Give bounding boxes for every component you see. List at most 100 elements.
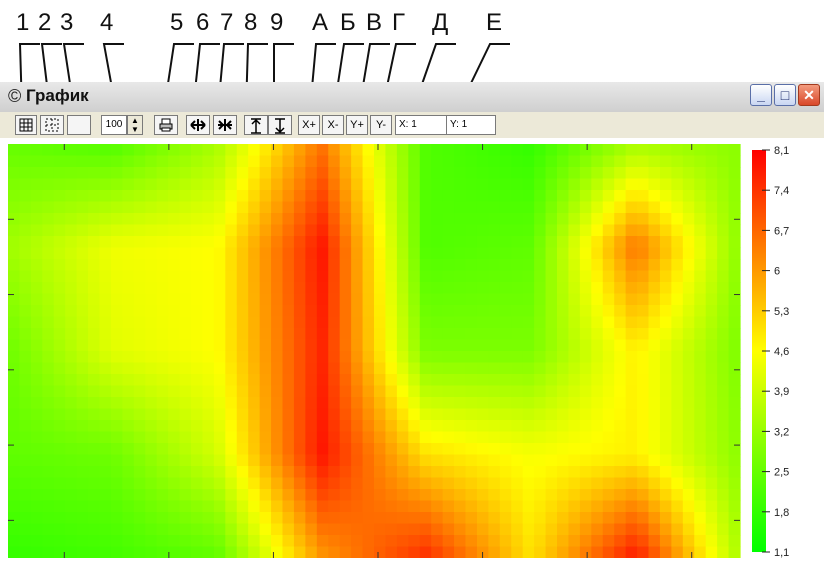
maximize-button[interactable]: □ [774, 84, 796, 106]
heatmap-cell [259, 155, 272, 168]
heatmap-cell [488, 259, 501, 272]
compress-vertical-button[interactable] [268, 115, 292, 135]
heatmap-cell [557, 213, 570, 226]
heatmap-cell [282, 443, 295, 456]
compress-horizontal-button[interactable] [213, 115, 237, 135]
heatmap-cell [488, 443, 501, 456]
heatmap-cell [671, 213, 684, 226]
heatmap-cell [659, 489, 672, 502]
stretch-horizontal-button[interactable] [186, 115, 210, 135]
heatmap-cell [545, 155, 558, 168]
heatmap-cell [522, 351, 535, 364]
heatmap-cell [122, 328, 135, 341]
zoom-stepper[interactable]: 100 ▲ ▼ [101, 115, 145, 135]
heatmap-cell [42, 500, 55, 513]
heatmap-cell [99, 155, 112, 168]
heatmap-cell [385, 500, 398, 513]
heatmap-cell [454, 477, 467, 490]
heatmap-cell [225, 201, 238, 214]
heatmap-cell [271, 190, 284, 203]
heatmap-cell [316, 489, 329, 502]
heatmap-cell [705, 500, 718, 513]
heatmap-cell [179, 385, 192, 398]
heatmap-cell [191, 512, 204, 525]
heatmap-cell [248, 500, 261, 513]
title-bar[interactable]: © График _ □ ✕ [0, 82, 824, 112]
heatmap-cell [30, 155, 43, 168]
heatmap-cell [259, 420, 272, 433]
heatmap-cell [122, 259, 135, 272]
heatmap-cell [728, 305, 741, 318]
heatmap-cell [579, 385, 592, 398]
y-minus-button[interactable]: Y- [370, 115, 392, 135]
heatmap-cell [442, 167, 455, 180]
heatmap-cell [545, 190, 558, 203]
heatmap-cell [225, 270, 238, 283]
heatmap-cell [442, 546, 455, 559]
x-minus-button[interactable]: X- [322, 115, 344, 135]
heatmap-cell [705, 155, 718, 168]
stretch-vertical-button[interactable] [244, 115, 268, 135]
heatmap-cell [511, 293, 524, 306]
heatmap-cell [614, 293, 627, 306]
heatmap-cell [682, 339, 695, 352]
heatmap-cell [511, 213, 524, 226]
heatmap-cell [648, 420, 661, 433]
plot-area[interactable]: 8,1 7,4 6,7 6 5,3 4,6 3,9 3,2 2,5 1,8 1,1 [0, 138, 824, 559]
heatmap-cell [351, 316, 364, 329]
heatmap-cell [614, 408, 627, 421]
heatmap-cell [133, 443, 146, 456]
heatmap-cell [271, 535, 284, 548]
zoom-value[interactable]: 100 [101, 115, 127, 135]
heatmap-cell [88, 512, 101, 525]
heatmap-cell [122, 454, 135, 467]
heatmap-cell [705, 477, 718, 490]
heatmap-cell [213, 190, 226, 203]
heatmap-cell [122, 282, 135, 295]
heatmap-cell [145, 144, 158, 157]
heatmap-cell [442, 477, 455, 490]
heatmap-cell [614, 477, 627, 490]
heatmap-cell [236, 546, 249, 559]
heatmap-cell [568, 178, 581, 191]
heatmap-cell [316, 523, 329, 536]
x-coordinate-field[interactable]: X: 1 [395, 115, 449, 135]
heatmap-cell [88, 201, 101, 214]
heatmap-cell [625, 397, 638, 410]
heatmap-cell [488, 489, 501, 502]
heatmap-cell [374, 477, 387, 490]
x-plus-button[interactable]: X+ [298, 115, 320, 135]
heatmap-cell [248, 546, 261, 559]
grid-button[interactable] [15, 115, 37, 135]
heatmap-cell [614, 328, 627, 341]
minimize-button[interactable]: _ [750, 84, 772, 106]
blank-button[interactable] [67, 115, 91, 135]
heatmap-cell [328, 178, 341, 191]
dotted-grid-button[interactable] [40, 115, 64, 135]
heatmap-cell [168, 443, 181, 456]
y-plus-button[interactable]: Y+ [346, 115, 368, 135]
heatmap-cell [614, 362, 627, 375]
heatmap-cell [568, 305, 581, 318]
heatmap-cell [19, 546, 32, 559]
y-coordinate-field[interactable]: Y: 1 [446, 115, 496, 135]
heatmap-cell [431, 454, 444, 467]
heatmap-chart[interactable]: 8,17,46,765,34,63,93,22,51,81,1 [0, 138, 824, 559]
heatmap-cell [408, 489, 421, 502]
heatmap-cell [362, 523, 375, 536]
heatmap-cell [465, 512, 478, 525]
heatmap-cell [717, 454, 730, 467]
heatmap-cell [682, 305, 695, 318]
heatmap-cell [179, 236, 192, 249]
stepper-arrows-icon[interactable]: ▲ ▼ [127, 115, 143, 135]
heatmap-cell [465, 201, 478, 214]
close-button[interactable]: ✕ [798, 84, 820, 106]
heatmap-cell [213, 213, 226, 226]
heatmap-cell [168, 178, 181, 191]
heatmap-cell [225, 477, 238, 490]
heatmap-cell [202, 224, 215, 237]
print-button[interactable] [154, 115, 178, 135]
heatmap-cell [534, 282, 547, 295]
heatmap-cell [568, 408, 581, 421]
heatmap-cell [293, 213, 306, 226]
